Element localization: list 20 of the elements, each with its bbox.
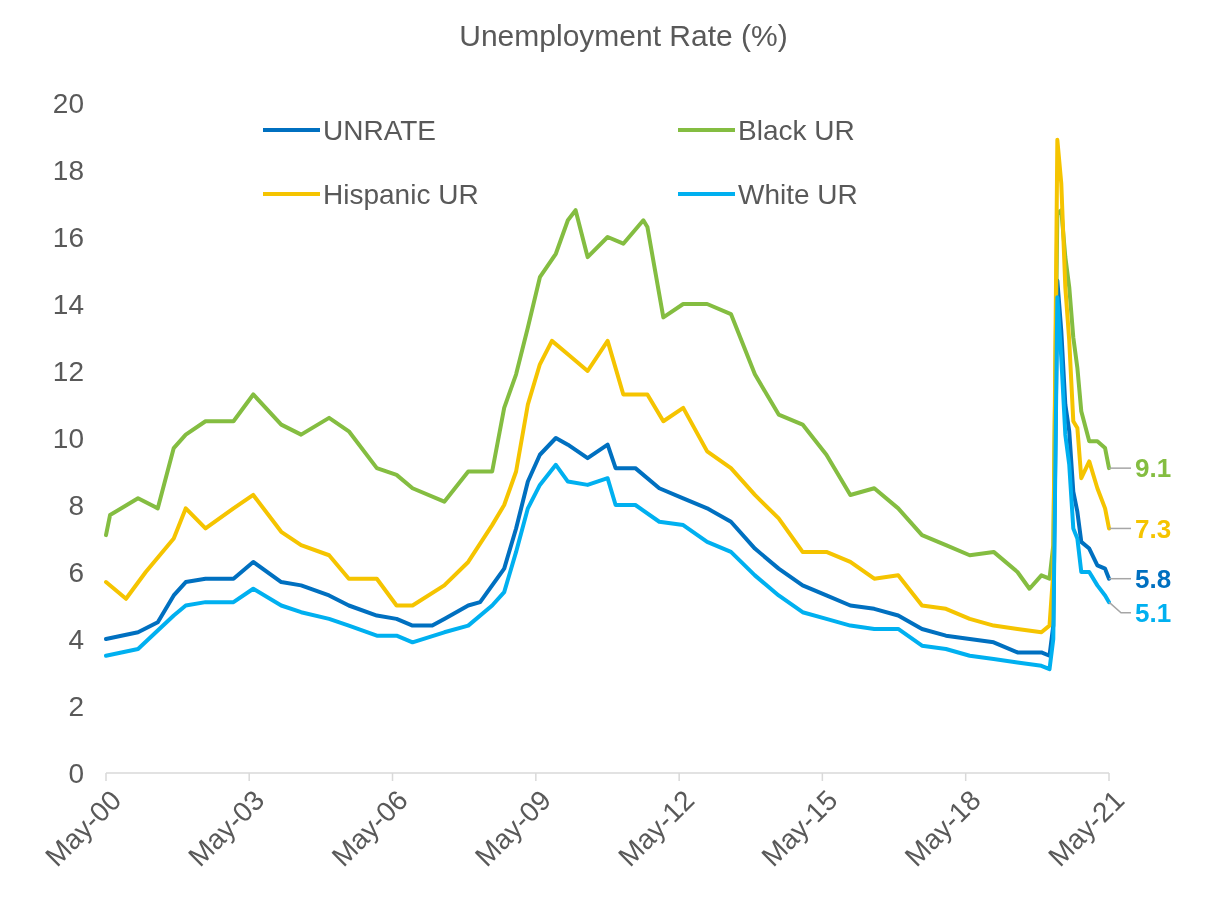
legend-label: Hispanic UR [323,179,479,210]
annotation: 5.8 [1135,563,1172,594]
legend-label: White UR [738,179,858,210]
y-tick-label: 12 [52,355,84,387]
chart-title: Unemployment Rate (%) [459,19,788,52]
y-tick-label: 20 [52,87,84,119]
y-tick-label: 4 [68,623,84,655]
y-tick-label: 10 [52,422,84,454]
y-tick-label: 16 [52,221,84,253]
legend-label: Black UR [738,115,855,146]
y-tick-label: 18 [52,154,84,186]
y-tick-label: 2 [68,690,84,722]
y-tick-label: 0 [68,757,84,789]
annotation: 9.1 [1135,453,1172,484]
annotation: 5.1 [1135,597,1172,628]
y-tick-label: 6 [68,556,84,588]
y-tick-label: 14 [52,288,84,320]
legend-label: UNRATE [323,115,437,146]
y-tick-label: 8 [68,489,84,521]
annotation: 7.3 [1135,513,1172,544]
